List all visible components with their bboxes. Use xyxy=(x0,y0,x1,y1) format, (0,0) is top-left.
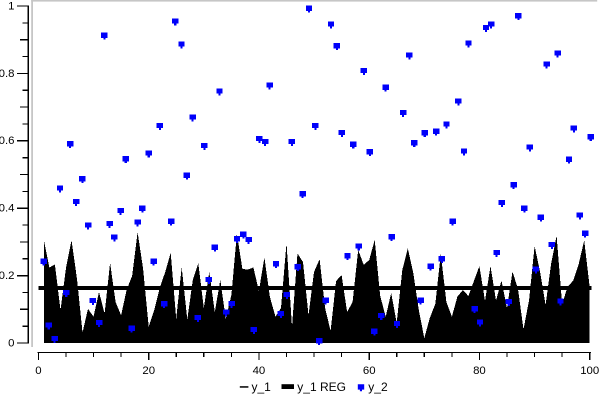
svg-text:0.8: 0.8 xyxy=(0,68,15,80)
svg-text:0: 0 xyxy=(8,337,14,349)
svg-text:60: 60 xyxy=(363,365,376,377)
svg-text:0.6: 0.6 xyxy=(0,135,15,147)
svg-text:1: 1 xyxy=(8,0,14,12)
svg-text:20: 20 xyxy=(142,365,155,377)
svg-text:0.4: 0.4 xyxy=(0,203,15,215)
svg-text:y_1 REG: y_1 REG xyxy=(297,380,346,394)
svg-text:y_1: y_1 xyxy=(252,380,272,394)
svg-text:40: 40 xyxy=(253,365,266,377)
svg-text:0.2: 0.2 xyxy=(0,270,15,282)
svg-text:80: 80 xyxy=(473,365,486,377)
svg-text:y_2: y_2 xyxy=(368,380,388,394)
svg-text:0: 0 xyxy=(35,365,41,377)
svg-text:100: 100 xyxy=(580,365,599,377)
